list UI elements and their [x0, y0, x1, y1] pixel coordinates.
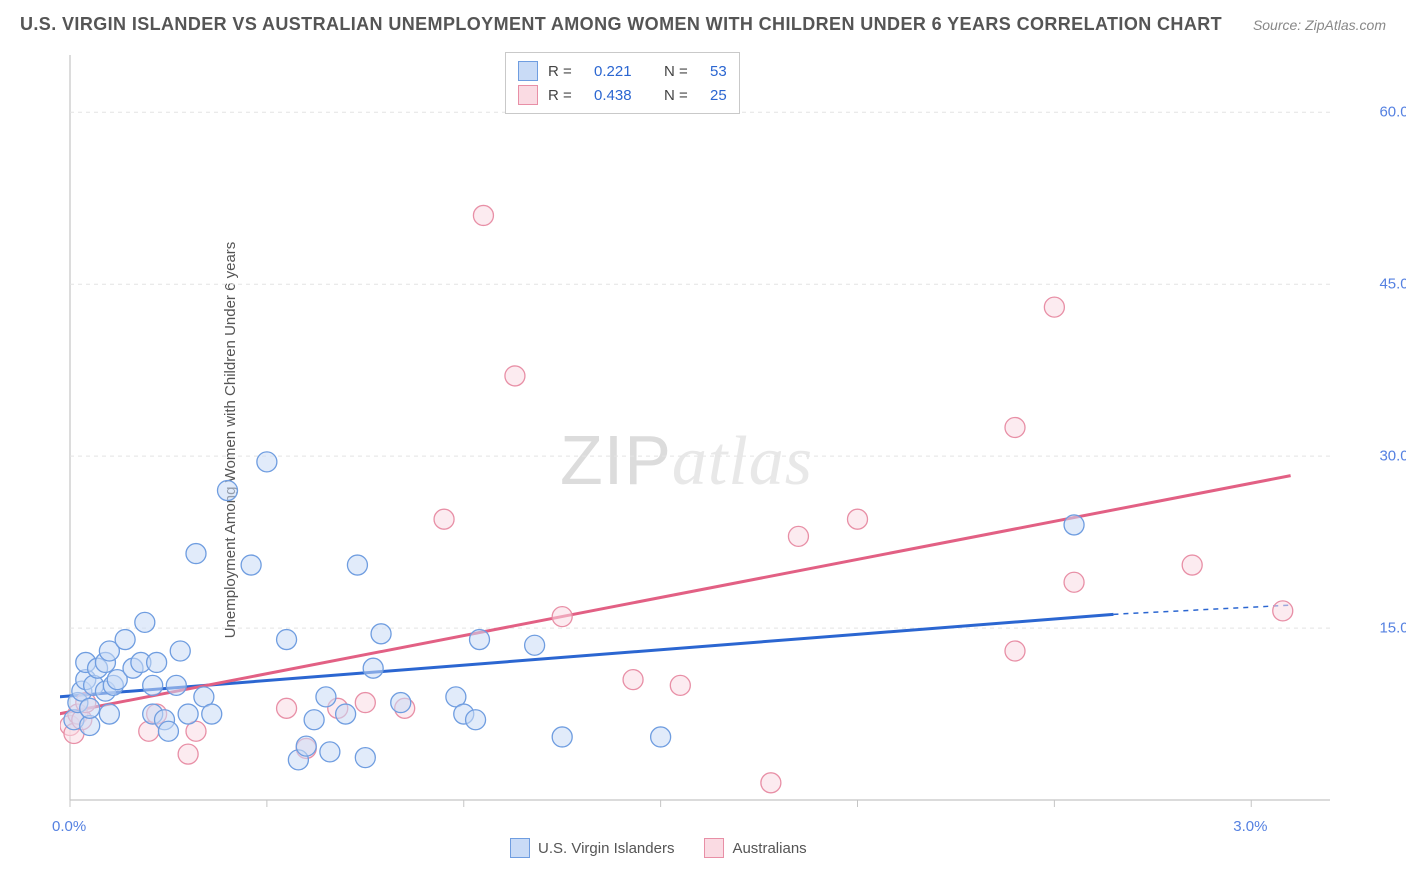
legend-series: U.S. Virgin Islanders Australians	[510, 838, 807, 858]
legend-n-value: 53	[710, 63, 727, 80]
scatter-plot	[60, 50, 1360, 830]
y-tick-label: 15.0%	[1379, 620, 1406, 637]
legend-series-item: Australians	[704, 838, 806, 858]
chart-area: Unemployment Among Women with Children U…	[60, 50, 1360, 830]
legend-r-value: 0.438	[594, 87, 654, 104]
legend-correlation-row: R = 0.438 N = 25	[518, 83, 727, 107]
legend-n-value: 25	[710, 87, 727, 104]
legend-r-label: R =	[548, 63, 584, 80]
legend-series-label: U.S. Virgin Islanders	[538, 840, 674, 857]
y-tick-label: 60.0%	[1379, 104, 1406, 121]
legend-series-label: Australians	[732, 840, 806, 857]
x-tick-label: 3.0%	[1233, 818, 1267, 835]
legend-swatch	[510, 838, 530, 858]
legend-correlation-row: R = 0.221 N = 53	[518, 59, 727, 83]
legend-swatch	[518, 85, 538, 105]
source-label: Source: ZipAtlas.com	[1253, 17, 1386, 33]
y-tick-label: 30.0%	[1379, 448, 1406, 465]
x-tick-label: 0.0%	[52, 818, 86, 835]
legend-correlation: R = 0.221 N = 53 R = 0.438 N = 25	[505, 52, 740, 114]
legend-r-label: R =	[548, 87, 584, 104]
y-tick-label: 45.0%	[1379, 276, 1406, 293]
legend-n-label: N =	[664, 87, 700, 104]
legend-n-label: N =	[664, 63, 700, 80]
legend-r-value: 0.221	[594, 63, 654, 80]
legend-series-item: U.S. Virgin Islanders	[510, 838, 674, 858]
title-bar: U.S. VIRGIN ISLANDER VS AUSTRALIAN UNEMP…	[20, 14, 1386, 35]
chart-title: U.S. VIRGIN ISLANDER VS AUSTRALIAN UNEMP…	[20, 14, 1222, 35]
legend-swatch	[704, 838, 724, 858]
legend-swatch	[518, 61, 538, 81]
